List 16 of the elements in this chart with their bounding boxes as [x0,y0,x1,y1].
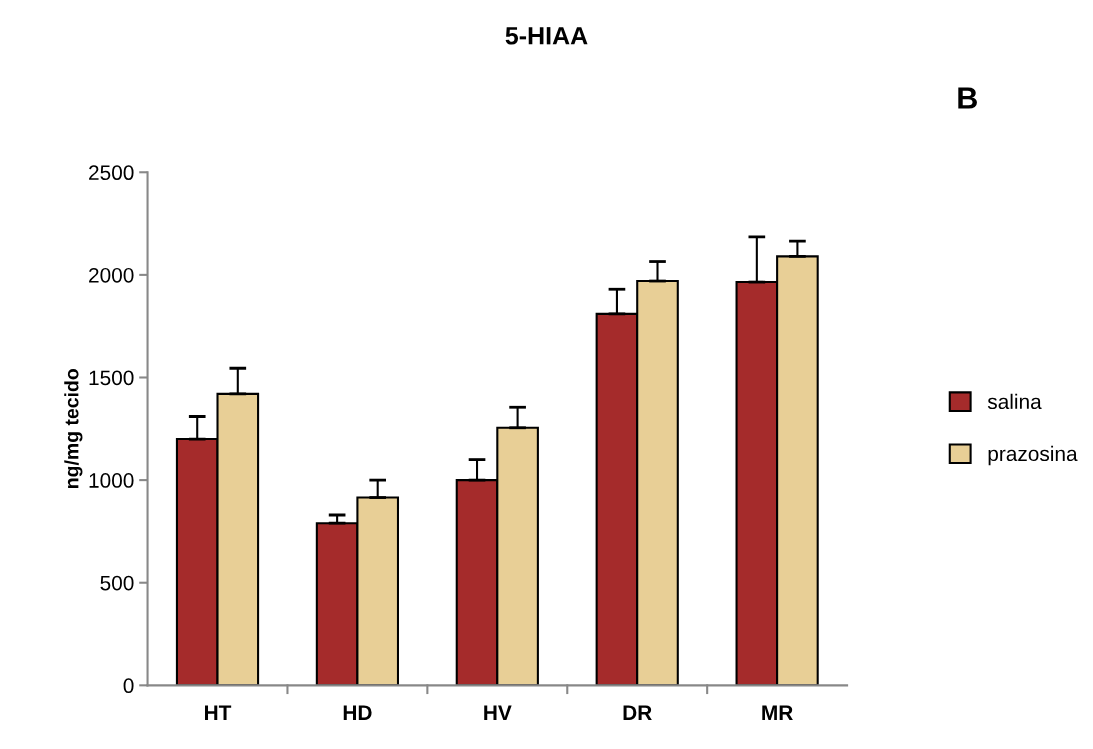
y-axis-title: ng/mg tecido [64,369,83,489]
x-tick-label: HV [484,705,512,720]
legend-label: salina [987,393,1042,410]
y-tick-label: 1000 [89,473,134,488]
y-tick-label: 500 [100,575,134,591]
y-tick-label: 2000 [89,267,134,283]
chart-title: 5-HIAA [505,27,588,45]
y-tick-label: 0 [123,678,134,694]
x-tick-label: HD [343,705,372,720]
text: B [958,87,977,109]
x-tick-label: DR [623,705,652,720]
y-tick-label: 1500 [89,370,134,386]
y-tick-label: 2500 [89,165,134,181]
legend-label: prazosina [988,445,1078,466]
x-tick-label: HT [205,705,232,720]
x-tick-label: MR [762,705,793,720]
